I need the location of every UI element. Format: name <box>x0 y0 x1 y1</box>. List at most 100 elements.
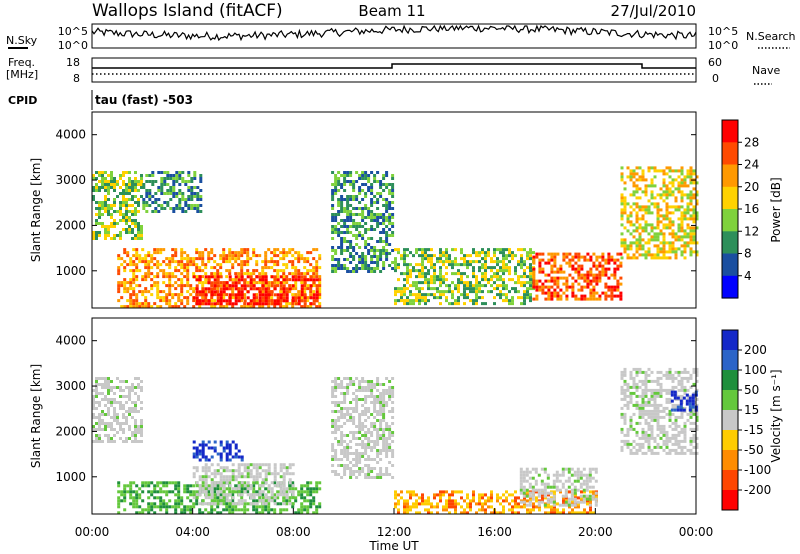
rti-cell <box>553 264 557 268</box>
rti-cell <box>653 196 657 200</box>
rti-cell <box>680 244 684 248</box>
rti-cell <box>243 281 247 285</box>
rti-cell <box>689 166 693 170</box>
rti-cell <box>511 493 514 497</box>
rti-cell <box>537 503 541 507</box>
rti-cell <box>213 287 217 291</box>
rti-cell <box>397 508 400 512</box>
rti-cell <box>376 410 380 413</box>
rti-cell <box>107 398 110 401</box>
rti-cell <box>692 193 696 197</box>
rti-cell <box>553 252 557 256</box>
rti-cell <box>198 302 202 306</box>
rti-cell <box>543 503 547 507</box>
rti-cell <box>129 481 133 485</box>
rti-cell <box>490 499 493 503</box>
rti-cell <box>198 508 202 512</box>
rti-cell <box>135 484 139 488</box>
rti-cell <box>171 272 175 276</box>
rti-cell <box>331 189 335 192</box>
rti-cell <box>204 293 208 297</box>
rti-cell <box>337 180 341 183</box>
rti-cell <box>430 505 433 509</box>
rti-cell <box>132 490 136 494</box>
rti-cell <box>126 299 130 303</box>
rti-cell <box>382 392 386 395</box>
rti-cell <box>349 380 353 383</box>
rti-cell <box>616 282 620 286</box>
rti-cell <box>571 264 575 268</box>
rti-cell <box>192 493 196 497</box>
rti-cell <box>674 235 678 239</box>
rti-cell <box>580 511 583 515</box>
rti-cell <box>137 425 140 428</box>
rti-cell <box>692 238 696 242</box>
rti-cell <box>629 397 633 401</box>
rti-cell <box>291 287 295 291</box>
rti-cell <box>352 255 356 258</box>
rti-cell <box>644 376 648 380</box>
rti-cell <box>318 281 322 285</box>
rti-cell <box>595 276 599 280</box>
rti-cell <box>641 436 645 440</box>
rti-cell <box>119 204 122 207</box>
rti-cell <box>135 278 139 282</box>
rti-cell <box>267 469 271 473</box>
rti-cell <box>300 257 304 261</box>
rti-cell <box>382 246 386 249</box>
rti-cell <box>174 499 178 503</box>
rti-cell <box>240 487 244 491</box>
rti-cell <box>219 296 223 300</box>
rti-cell <box>647 373 651 377</box>
rti-cell <box>668 175 672 179</box>
rti-cell <box>567 485 571 489</box>
rti-cell <box>204 455 208 459</box>
rti-cell <box>620 238 624 242</box>
rti-cell <box>153 251 157 255</box>
rti-cell <box>110 428 113 431</box>
rti-cell <box>352 437 356 440</box>
rti-cell <box>343 416 347 419</box>
rti-cell <box>282 496 286 500</box>
rti-cell <box>180 263 184 267</box>
rti-cell <box>519 491 523 495</box>
rti-cell <box>632 172 636 176</box>
rti-cell <box>538 270 542 274</box>
rti-cell <box>632 367 636 371</box>
rti-cell <box>595 255 599 259</box>
rti-cell <box>582 482 586 486</box>
rti-cell <box>391 174 395 177</box>
rti-cell <box>104 422 107 425</box>
rti-cell <box>135 263 139 267</box>
rti-cell <box>532 273 536 277</box>
rti-cell <box>478 290 481 294</box>
rti-cell <box>535 252 539 256</box>
rti-cell <box>528 476 532 480</box>
rti-cell <box>210 251 214 255</box>
rti-cell <box>549 491 553 495</box>
rti-cell <box>665 196 669 200</box>
rti-cell <box>556 267 560 271</box>
rti-cell <box>644 436 648 440</box>
rti-cell <box>692 226 696 230</box>
rti-cell <box>288 484 292 488</box>
rti-cell <box>261 505 265 509</box>
rti-cell <box>457 272 460 276</box>
rti-cell <box>508 278 511 282</box>
rti-cell <box>385 219 389 222</box>
rti-cell <box>107 192 110 195</box>
rti-cell <box>343 407 347 410</box>
rti-cell <box>129 287 133 291</box>
rti-cell <box>439 269 442 273</box>
rti-cell <box>589 279 593 283</box>
rti-cell <box>195 251 199 255</box>
rti-cell <box>547 505 550 509</box>
rti-cell <box>246 263 250 267</box>
rti-cell <box>148 174 152 177</box>
rti-cell <box>523 260 526 264</box>
rti-cell <box>119 210 122 213</box>
rti-cell <box>638 253 642 257</box>
rti-cell <box>358 213 362 216</box>
rti-cell <box>686 241 690 245</box>
rti-cell <box>186 490 190 494</box>
